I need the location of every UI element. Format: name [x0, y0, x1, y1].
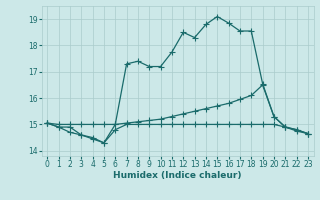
X-axis label: Humidex (Indice chaleur): Humidex (Indice chaleur): [113, 171, 242, 180]
